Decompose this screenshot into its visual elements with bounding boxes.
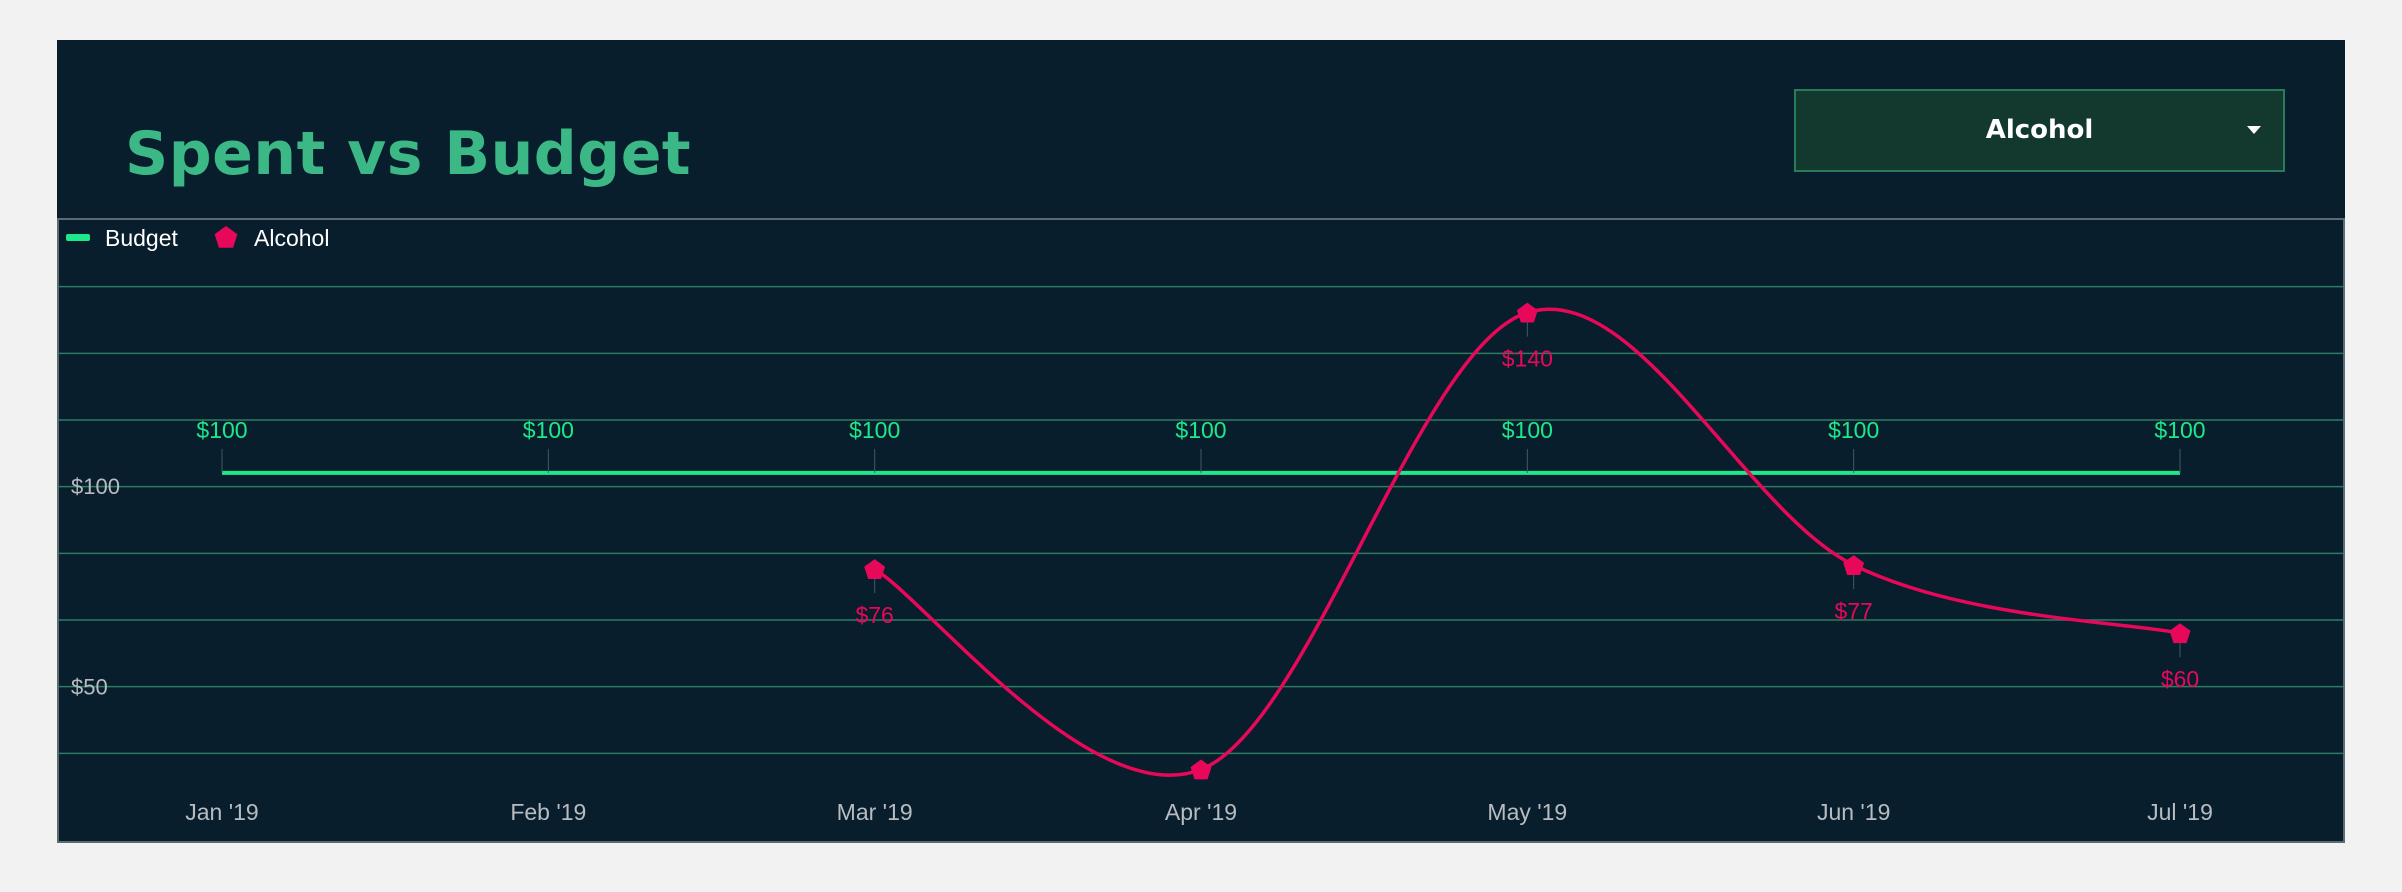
budget-data-label: $100	[1502, 417, 1553, 443]
y-tick-label: $50	[71, 674, 108, 699]
x-tick-label: Jan '19	[185, 799, 258, 825]
page-title: Spent vs Budget	[125, 119, 692, 189]
alcohol-data-point	[1843, 555, 1865, 575]
category-dropdown[interactable]: Alcohol	[1794, 89, 2285, 172]
chart-area: $100 $50 Jan '19 Feb '19 Mar '19 Apr '19 May '…	[57, 218, 2345, 843]
alcohol-data-label: $60	[2161, 666, 2199, 692]
budget-data-label: $100	[1175, 417, 1226, 443]
x-tick-label: Jul '19	[2147, 799, 2213, 825]
alcohol-series-line	[873, 307, 2181, 777]
chevron-down-icon	[2247, 126, 2261, 134]
x-tick-label: May '19	[1487, 799, 1567, 825]
x-tick-label: Mar '19	[837, 799, 913, 825]
y-tick-label: $100	[71, 474, 120, 499]
alcohol-data-point	[1516, 302, 1538, 323]
legend-budget-label: Budget	[105, 225, 179, 251]
legend-alcohol-label: Alcohol	[254, 225, 329, 251]
dropdown-selected-value: Alcohol	[1985, 115, 2094, 145]
x-tick-label: Jun '19	[1817, 799, 1890, 825]
alcohol-data-label: $77	[1834, 598, 1872, 624]
panel-header: Spent vs Budget Alcohol	[57, 40, 2345, 218]
budget-data-label: $100	[196, 417, 247, 443]
budget-data-label: $100	[849, 417, 900, 443]
budget-data-label: $100	[2154, 417, 2205, 443]
alcohol-data-point	[864, 559, 886, 579]
legend-budget-swatch	[66, 234, 90, 241]
legend-alcohol-swatch	[214, 226, 238, 248]
alcohol-data-label: $140	[1502, 346, 1553, 372]
chart-panel: Spent vs Budget Alcohol $100 $50 Jan '19 Fe…	[57, 40, 2345, 843]
alcohol-data-point	[1190, 759, 1212, 780]
x-tick-label: Apr '19	[1165, 799, 1237, 825]
line-chart: $100 $50 Jan '19 Feb '19 Mar '19 Apr '19 May '…	[59, 225, 2343, 825]
budget-data-label: $100	[523, 417, 574, 443]
x-tick-label: Feb '19	[510, 799, 586, 825]
alcohol-data-label: $76	[855, 602, 893, 628]
budget-data-label: $100	[1828, 417, 1879, 443]
alcohol-data-point	[2169, 623, 2191, 644]
